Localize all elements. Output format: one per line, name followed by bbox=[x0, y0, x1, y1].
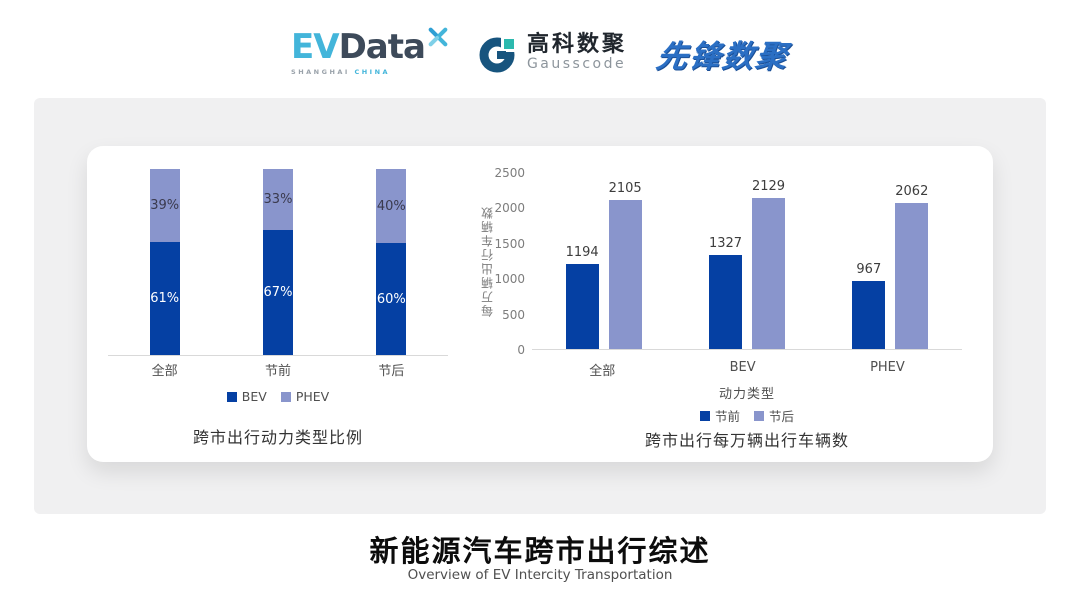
legend-swatch bbox=[754, 410, 764, 421]
page-subtitle: Overview of EV Intercity Transportation bbox=[407, 567, 673, 583]
x-axis-label: 动力类型 bbox=[718, 387, 775, 402]
grouped-chart-title: 跨市出行每万辆出行车辆数 bbox=[644, 431, 849, 450]
legend-item: 节前 bbox=[699, 406, 740, 425]
y-axis-ticks: 0 500 1000 1500 2000 2500 bbox=[492, 166, 525, 357]
grouped-bar-plot: 1194 2105 1327 2129 967 2062 bbox=[532, 173, 962, 350]
charts-card: 39% 61% 33% 67% 40% 60% 全部 节前 节后 BEV PHEV 跨市出行动力… bbox=[87, 146, 993, 462]
category-label: 全部 bbox=[151, 364, 178, 379]
y-tick-label: 2000 bbox=[494, 201, 525, 216]
legend-swatch bbox=[226, 391, 237, 402]
stacked-bar: 33% 67% bbox=[262, 169, 293, 355]
y-tick-label: 500 bbox=[502, 307, 525, 322]
节前-bar: 1327 bbox=[709, 236, 742, 349]
segment-value-label: 40% bbox=[376, 198, 406, 214]
y-tick-label: 2500 bbox=[494, 166, 525, 180]
segment-value-label: 33% bbox=[263, 192, 293, 208]
gausscode-en-text: Gausscode bbox=[526, 56, 627, 73]
logo-bar: EV Data SHANGHAI CHINA bbox=[0, 24, 1080, 82]
grouped-chart-legend: 节前 节后 bbox=[532, 406, 962, 425]
y-tick-label: 1000 bbox=[494, 272, 525, 287]
legend-label: 节前 bbox=[714, 409, 740, 424]
category-label: 节后 bbox=[378, 364, 405, 379]
stacked-chart-title: 跨市出行动力类型比例 bbox=[192, 428, 363, 447]
节后-bar: 2105 bbox=[609, 181, 642, 349]
节后-bar: 2129 bbox=[752, 179, 785, 349]
evdata-wordmark: EV Data bbox=[291, 27, 449, 67]
bar-value-label: 1194 bbox=[565, 245, 599, 261]
evdata-data-text: Data bbox=[338, 27, 426, 67]
evdata-ev-text: EV bbox=[291, 27, 340, 67]
bev-segment: 67% bbox=[262, 230, 293, 355]
bar-group: 1194 2105 bbox=[566, 181, 642, 349]
stacked-bar: 40% 60% bbox=[376, 169, 407, 355]
category-label: 节前 bbox=[264, 364, 291, 379]
category-label: 全部 bbox=[589, 364, 616, 379]
stacked-chart-legend: BEV PHEV bbox=[108, 389, 448, 404]
gausscode-logo: 高科数聚 Gausscode bbox=[479, 32, 627, 74]
bar-value-label: 1327 bbox=[708, 236, 743, 252]
节前-bar: 1194 bbox=[566, 245, 599, 349]
gausscode-wordmark: 高科数聚 Gausscode bbox=[527, 33, 627, 73]
phev-segment: 39% bbox=[149, 169, 180, 242]
grouped-chart-categories: 全部 BEV PHEV bbox=[532, 360, 962, 379]
bar-value-label: 2062 bbox=[895, 184, 929, 200]
evdata-logo: EV Data SHANGHAI CHINA bbox=[291, 27, 449, 76]
bar-value-label: 2105 bbox=[608, 180, 642, 196]
category-label: PHEV bbox=[870, 360, 905, 375]
segment-value-label: 61% bbox=[150, 290, 180, 306]
stacked-chart-categories: 全部 节前 节后 bbox=[108, 360, 448, 379]
legend-label: PHEV bbox=[295, 389, 330, 404]
y-tick-label: 1500 bbox=[494, 236, 525, 251]
legend-label: 节后 bbox=[769, 409, 795, 424]
y-tick-label: 0 bbox=[517, 343, 525, 357]
gausscode-cn-text: 高科数聚 bbox=[526, 32, 627, 58]
category-label: BEV bbox=[729, 360, 756, 375]
节后-bar: 2062 bbox=[895, 184, 928, 349]
segment-value-label: 39% bbox=[150, 197, 180, 213]
stacked-bar-plot: 39% 61% 33% 67% 40% 60% bbox=[108, 169, 448, 356]
bar-value-label: 2129 bbox=[751, 179, 786, 195]
phev-segment: 33% bbox=[262, 169, 293, 231]
legend-item: PHEV bbox=[280, 389, 330, 404]
content-panel: 39% 61% 33% 67% 40% 60% 全部 节前 节后 BEV PHEV 跨市出行动力… bbox=[34, 98, 1046, 514]
segment-value-label: 67% bbox=[263, 285, 293, 301]
legend-swatch bbox=[699, 410, 710, 421]
stacked-bar: 39% 61% bbox=[149, 169, 180, 355]
segment-value-label: 60% bbox=[376, 291, 406, 307]
pinwheel-icon bbox=[428, 27, 448, 47]
bar-group: 967 2062 bbox=[852, 184, 928, 349]
bar-value-label: 967 bbox=[856, 261, 882, 277]
legend-label: BEV bbox=[241, 389, 267, 404]
pioneer-logo: 先锋数聚 bbox=[653, 38, 792, 75]
phev-segment: 40% bbox=[376, 169, 407, 244]
bev-segment: 61% bbox=[149, 241, 180, 355]
evdata-china-text: CHINA bbox=[354, 68, 391, 76]
evdata-subtitle: SHANGHAI CHINA bbox=[291, 68, 449, 76]
page-title: 新能源汽车跨市出行综述 bbox=[369, 534, 711, 568]
gausscode-icon bbox=[479, 37, 517, 73]
legend-swatch bbox=[280, 391, 291, 402]
bar-group: 1327 2129 bbox=[709, 179, 785, 349]
节前-bar: 967 bbox=[852, 262, 886, 349]
evdata-shanghai-text: SHANGHAI bbox=[291, 68, 350, 76]
legend-item: BEV bbox=[226, 389, 267, 404]
legend-item: 节后 bbox=[754, 406, 794, 425]
bev-segment: 60% bbox=[376, 243, 407, 355]
